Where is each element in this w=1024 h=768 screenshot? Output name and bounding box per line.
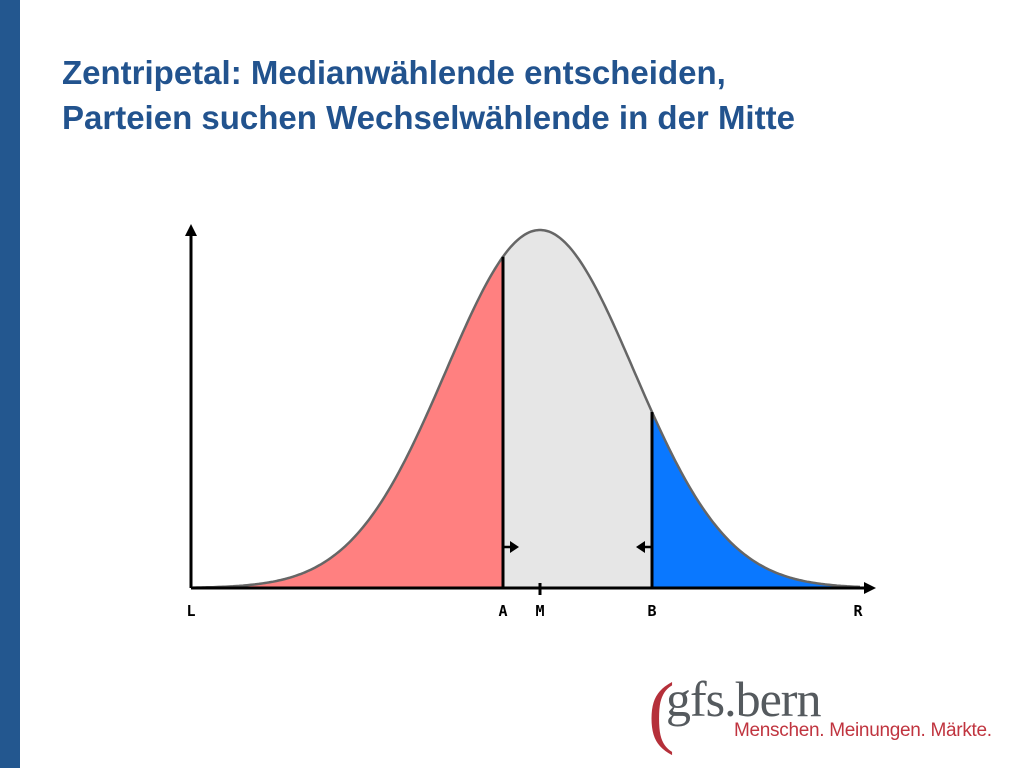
party-a-shift-arrow-icon — [503, 541, 519, 553]
left-accent-bar — [0, 0, 20, 768]
axis-label-left: L — [186, 602, 195, 620]
slide-title-line-1: Zentripetal: Medianwählende entscheiden, — [62, 54, 726, 91]
left-voter-region — [193, 256, 503, 588]
gfs-bern-logo: ( gfs.bern Menschen. Meinungen. Märkte. — [648, 668, 992, 756]
axis-label-party-b: B — [647, 602, 656, 620]
axis-label-party-a: A — [498, 602, 507, 620]
right-voter-region — [652, 412, 860, 588]
slide-title: Zentripetal: Medianwählende entscheiden,… — [62, 50, 1002, 140]
axis-label-median: M — [535, 602, 544, 620]
middle-voter-region — [503, 230, 652, 588]
logo-tagline: Menschen. Meinungen. Märkte. — [734, 720, 992, 741]
slide-title-line-2: Parteien suchen Wechselwählende in der M… — [62, 99, 795, 136]
party-b-shift-arrow-icon — [636, 541, 652, 553]
distribution-curve — [193, 228, 860, 589]
logo-parenthesis: ( — [648, 668, 675, 756]
axis-label-right: R — [853, 602, 863, 620]
x-axis-arrowhead — [864, 582, 876, 594]
logo-wordmark: gfs.bern — [666, 671, 821, 727]
y-axis-arrowhead — [185, 224, 197, 236]
